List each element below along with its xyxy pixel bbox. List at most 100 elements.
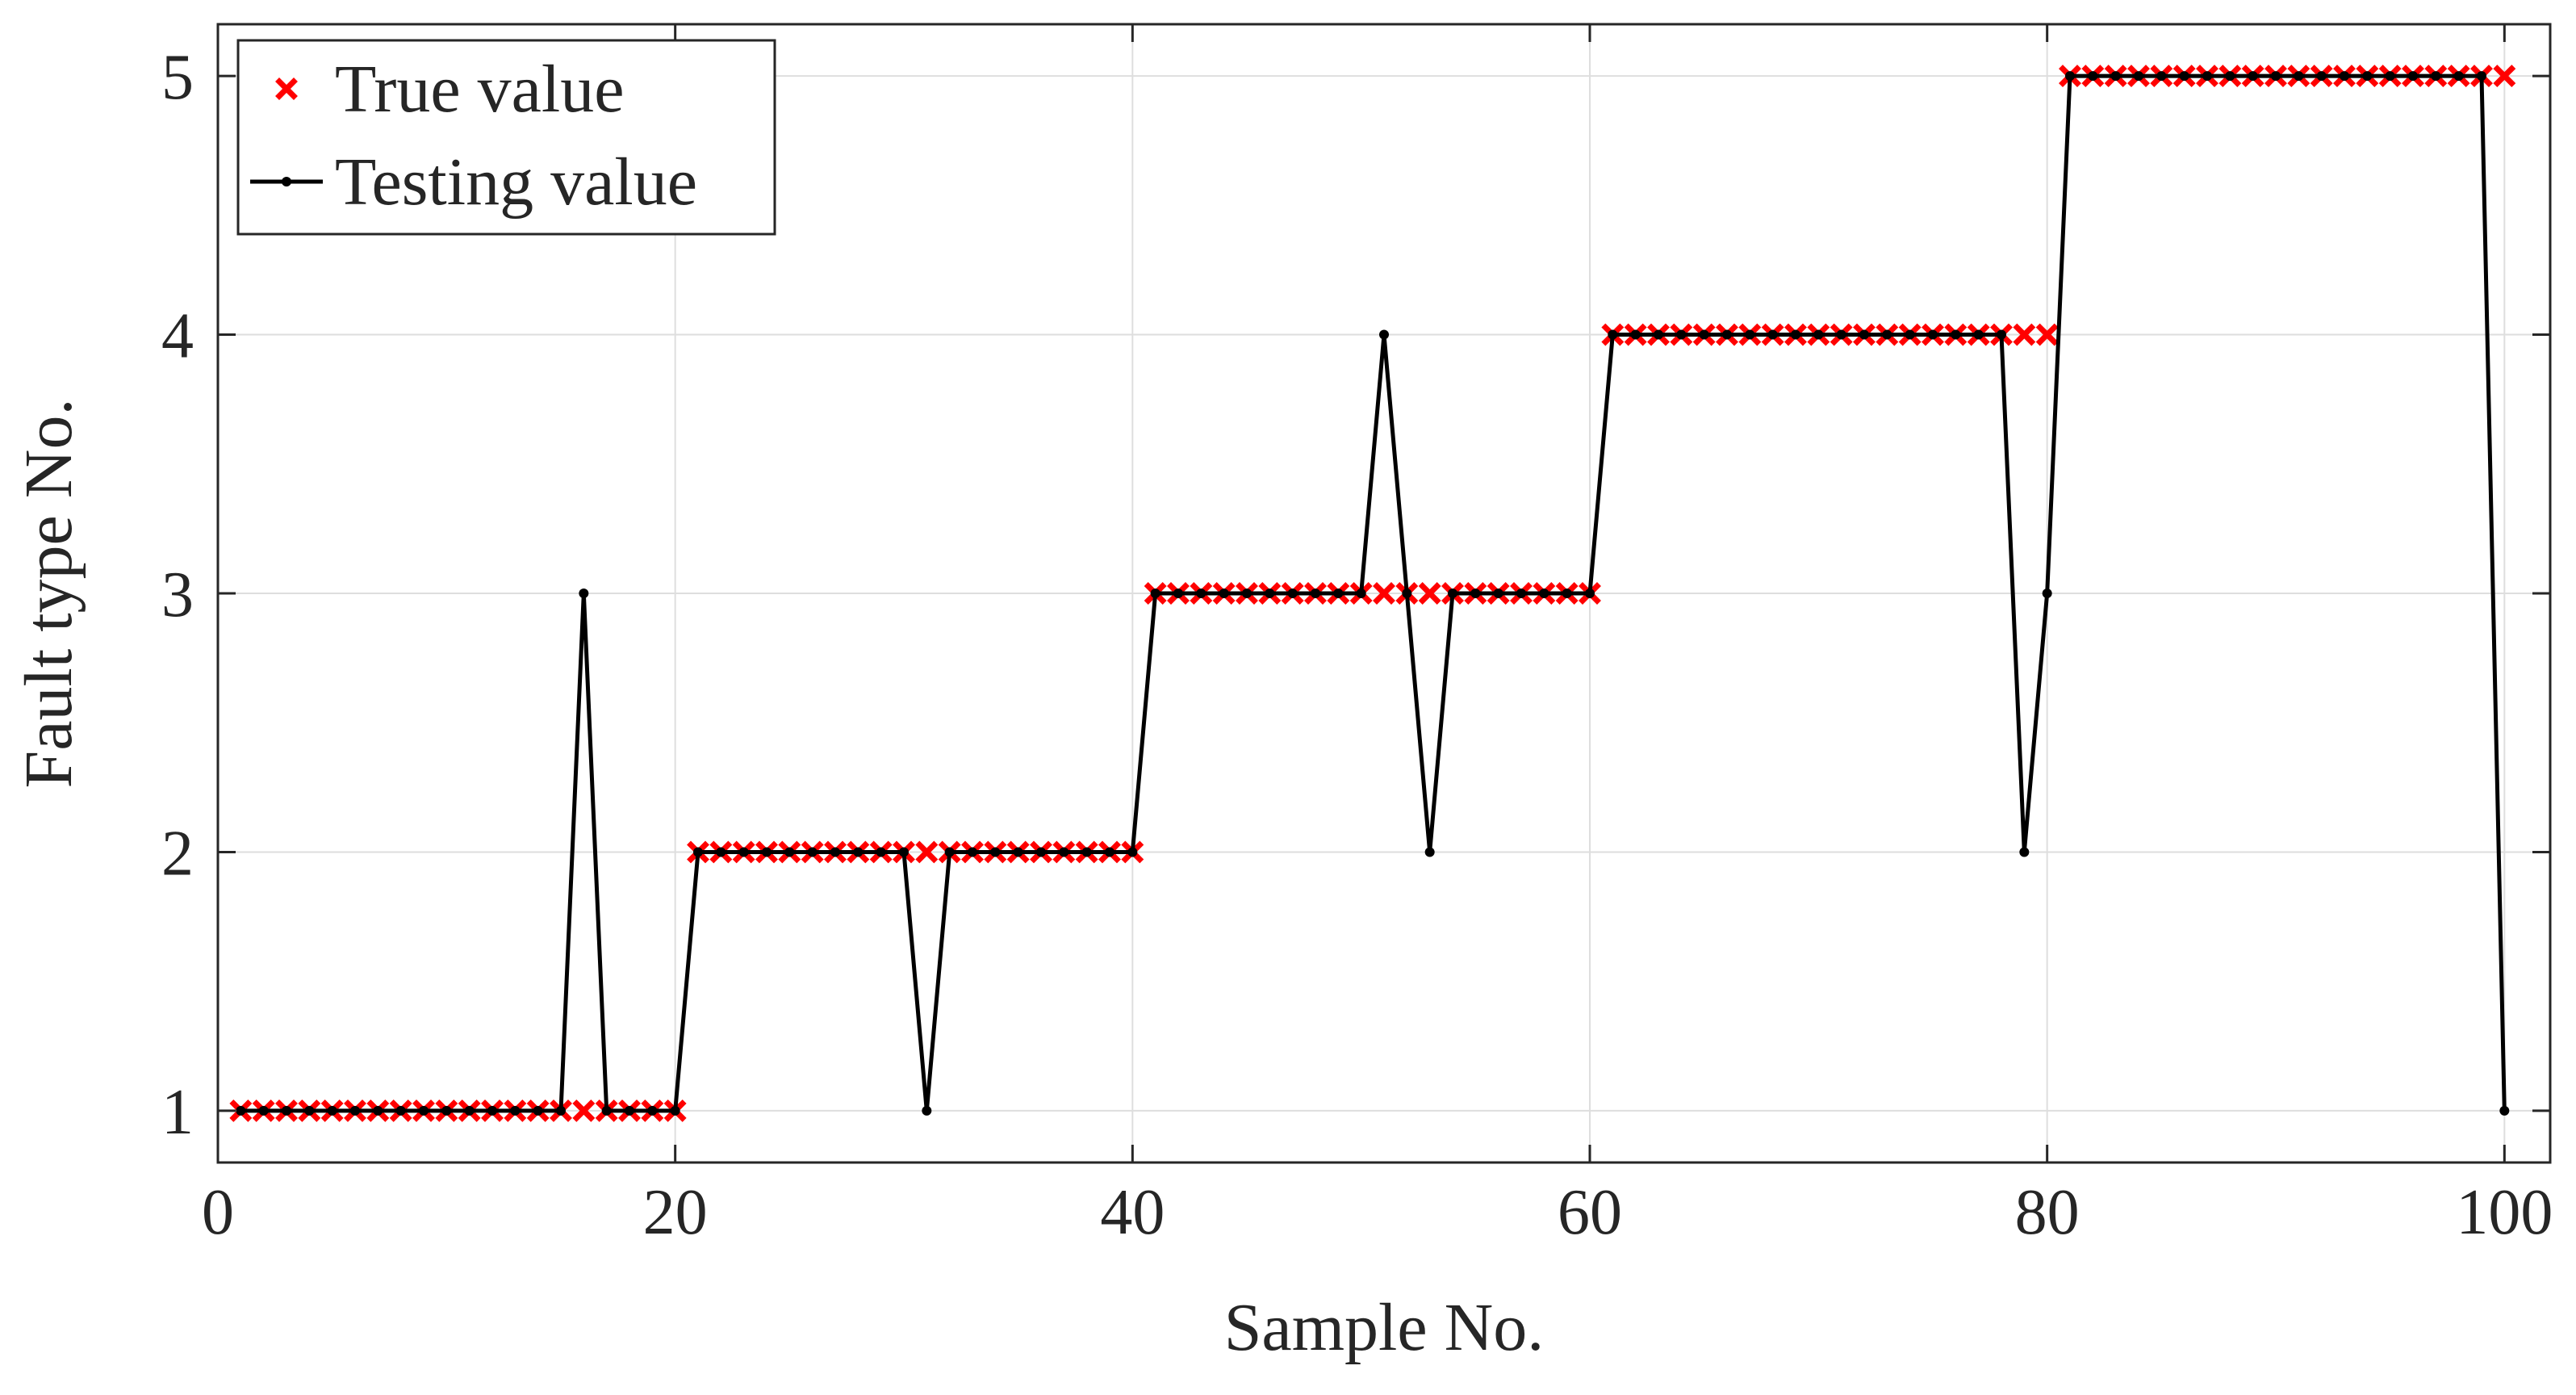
testing-value-point: [1105, 847, 1114, 857]
testing-value-point: [1493, 589, 1503, 598]
testing-value-point: [1608, 329, 1618, 340]
legend-dot: [282, 177, 291, 186]
testing-value-point: [533, 1105, 543, 1116]
testing-value-point: [716, 847, 726, 857]
testing-value-point: [922, 1105, 932, 1116]
testing-value-point: [2225, 71, 2235, 82]
testing-value-point: [990, 847, 1001, 857]
testing-value-point: [693, 847, 703, 857]
testing-value-point: [1448, 589, 1457, 598]
testing-value-point: [1859, 329, 1869, 340]
testing-value-point: [1699, 329, 1709, 340]
testing-value-point: [2499, 1105, 2510, 1116]
series: [229, 65, 2516, 1122]
testing-value-point: [2477, 71, 2486, 82]
testing-value-point: [2134, 71, 2143, 82]
y-tick-label: 4: [161, 301, 194, 372]
marker-stroke: [2013, 323, 2036, 346]
x-tick-label: 100: [2456, 1177, 2553, 1248]
testing-value-point: [2340, 71, 2349, 82]
testing-value-point: [556, 1105, 566, 1116]
marker-stroke: [572, 1099, 596, 1122]
testing-value-point: [1424, 847, 1435, 857]
testing-value-point: [2408, 71, 2418, 82]
true-value-point: [1373, 582, 1395, 605]
testing-value-point: [2385, 71, 2395, 82]
testing-value-point: [647, 1105, 658, 1116]
testing-value-point: [762, 847, 772, 857]
testing-value-point: [784, 847, 795, 857]
testing-value-point: [1585, 589, 1595, 598]
testing-value-point: [441, 1105, 452, 1116]
testing-value-point: [2362, 71, 2373, 82]
testing-value-point: [1059, 847, 1069, 857]
testing-value-point: [830, 847, 840, 857]
true-value-point: [915, 840, 939, 864]
testing-value-point: [487, 1105, 497, 1116]
testing-value-point: [1265, 589, 1275, 598]
testing-value-point: [1311, 589, 1320, 598]
testing-value-point: [1562, 589, 1572, 598]
testing-value-point: [1402, 589, 1412, 598]
testing-value-point: [2042, 589, 2052, 598]
testing-value-point: [2431, 71, 2441, 82]
legend-marker-x: [275, 78, 298, 100]
testing-value-point: [968, 847, 977, 857]
testing-value-point: [1836, 329, 1846, 340]
testing-value-point: [1882, 329, 1892, 340]
testing-value-point: [1997, 329, 2006, 340]
testing-value-point: [1928, 329, 1938, 340]
testing-value-point: [1470, 589, 1481, 598]
x-tick-label: 40: [1100, 1177, 1165, 1248]
true-value-point: [2493, 65, 2516, 88]
y-tick-label: 1: [161, 1077, 194, 1148]
testing-value-point: [2316, 71, 2327, 82]
testing-value-point: [1813, 329, 1824, 340]
testing-value-point: [419, 1105, 429, 1116]
series-testing-value: [236, 71, 2510, 1116]
testing-value-point: [670, 1105, 680, 1116]
x-tick-label: 60: [1558, 1177, 1622, 1248]
marker-stroke: [1373, 582, 1395, 605]
true-value-point: [1418, 582, 1441, 605]
testing-value-point: [876, 847, 886, 857]
testing-value-point: [282, 1105, 291, 1116]
testing-value-point: [1767, 329, 1778, 340]
testing-value-line: [240, 73, 2507, 1113]
testing-value-point: [304, 1105, 315, 1116]
legend-label: Testing value: [335, 145, 697, 220]
testing-value-point: [327, 1105, 337, 1116]
testing-value-point: [2453, 71, 2464, 82]
testing-value-point: [1630, 329, 1641, 340]
testing-value-point: [944, 847, 955, 857]
testing-value-point: [1196, 589, 1206, 598]
testing-value-point: [1539, 589, 1549, 598]
legend-box: [236, 39, 776, 236]
testing-value-point: [1516, 589, 1526, 598]
testing-value-point: [1973, 329, 1984, 340]
testing-value-point: [350, 1105, 360, 1116]
marker-stroke: [915, 840, 939, 864]
testing-value-point: [1722, 329, 1732, 340]
testing-value-point: [1951, 329, 1961, 340]
testing-value-point: [1287, 589, 1298, 598]
testing-value-point: [1654, 329, 1663, 340]
x-tick-label: 0: [202, 1177, 234, 1248]
testing-value-point: [1791, 329, 1800, 340]
testing-value-point: [2202, 71, 2212, 82]
x-tick-label: 80: [2015, 1177, 2080, 1248]
testing-value-point: [1013, 847, 1023, 857]
testing-value-point: [601, 1105, 612, 1116]
marker-stroke: [2493, 65, 2516, 88]
testing-value-point: [2110, 71, 2121, 82]
testing-value-point: [579, 589, 589, 598]
testing-value-point: [2156, 71, 2167, 82]
testing-value-point: [1127, 847, 1138, 857]
testing-value-point: [2248, 71, 2258, 82]
testing-value-point: [1242, 589, 1252, 598]
testing-value-point: [2065, 71, 2075, 82]
testing-value-point: [1150, 589, 1160, 598]
testing-value-point: [1676, 329, 1687, 340]
